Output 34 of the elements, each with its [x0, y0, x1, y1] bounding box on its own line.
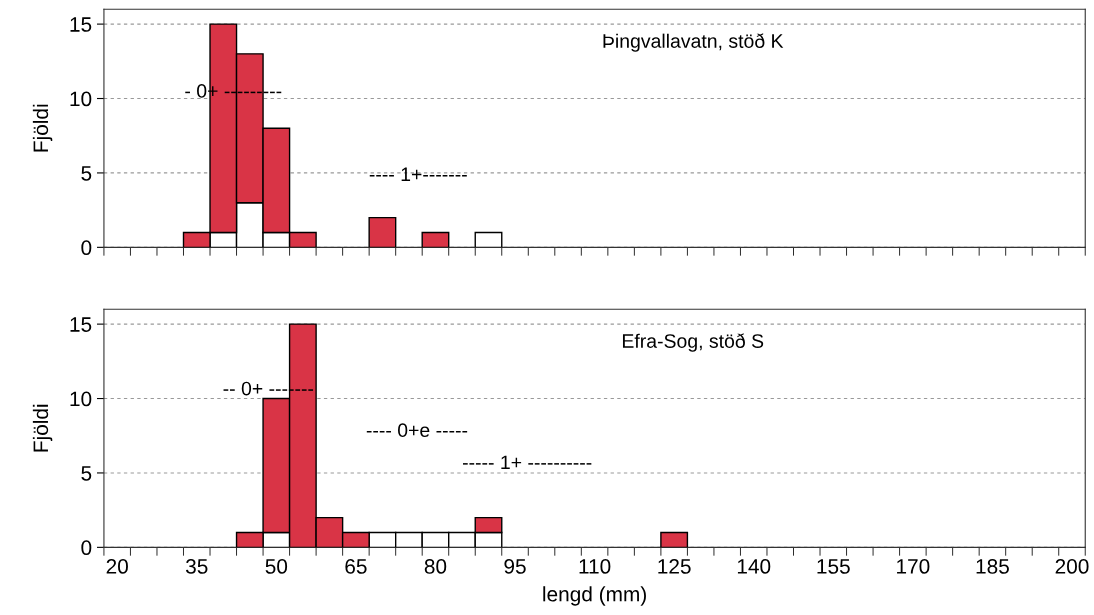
x-tick-label: 95 [504, 559, 526, 574]
x-tick-label: 125 [658, 559, 691, 574]
text: Þingvallavatn, stöð K [603, 33, 784, 52]
annotation: -- 0+ ------- [223, 381, 314, 396]
bar [368, 216, 397, 248]
y-tick-label: 10 [70, 391, 92, 407]
x-tick-label: 65 [345, 559, 367, 574]
x-tick-label: 155 [817, 559, 850, 574]
y-tick-label: 15 [70, 17, 92, 32]
x-axis-title: lengd (mm) [543, 586, 646, 606]
bar [421, 231, 450, 248]
annotation: ---- 0+e ----- [366, 423, 468, 438]
y-tick-label: 5 [81, 466, 92, 481]
y-tick-label: 0 [81, 240, 92, 256]
bar [660, 531, 689, 548]
y-tick-label: 10 [70, 91, 92, 107]
annotation: ----- 1+ ---------- [462, 455, 592, 470]
x-tick-label: 80 [424, 559, 447, 574]
y-axis-title: Fjöldi [32, 404, 53, 452]
bar [474, 231, 503, 248]
x-tick-label: 185 [976, 559, 1009, 574]
y-tick-label: 0 [81, 540, 92, 556]
x-tick-label: 20 [106, 559, 128, 574]
x-tick-label: 200 [1055, 559, 1089, 574]
x-tick-label: 170 [897, 559, 930, 574]
x-tick-label: 50 [265, 559, 288, 574]
x-tick-label: 140 [737, 559, 771, 574]
x-tick-label: 110 [579, 559, 611, 574]
annotation: ---- 1+------- [369, 167, 467, 181]
y-tick-label: 15 [70, 317, 92, 332]
y-axis-title: Fjöldi [32, 104, 53, 152]
y-tick-label: 5 [81, 166, 92, 181]
x-tick-label: 35 [185, 559, 208, 574]
text: Efra-Sog, stöð S [622, 333, 764, 352]
